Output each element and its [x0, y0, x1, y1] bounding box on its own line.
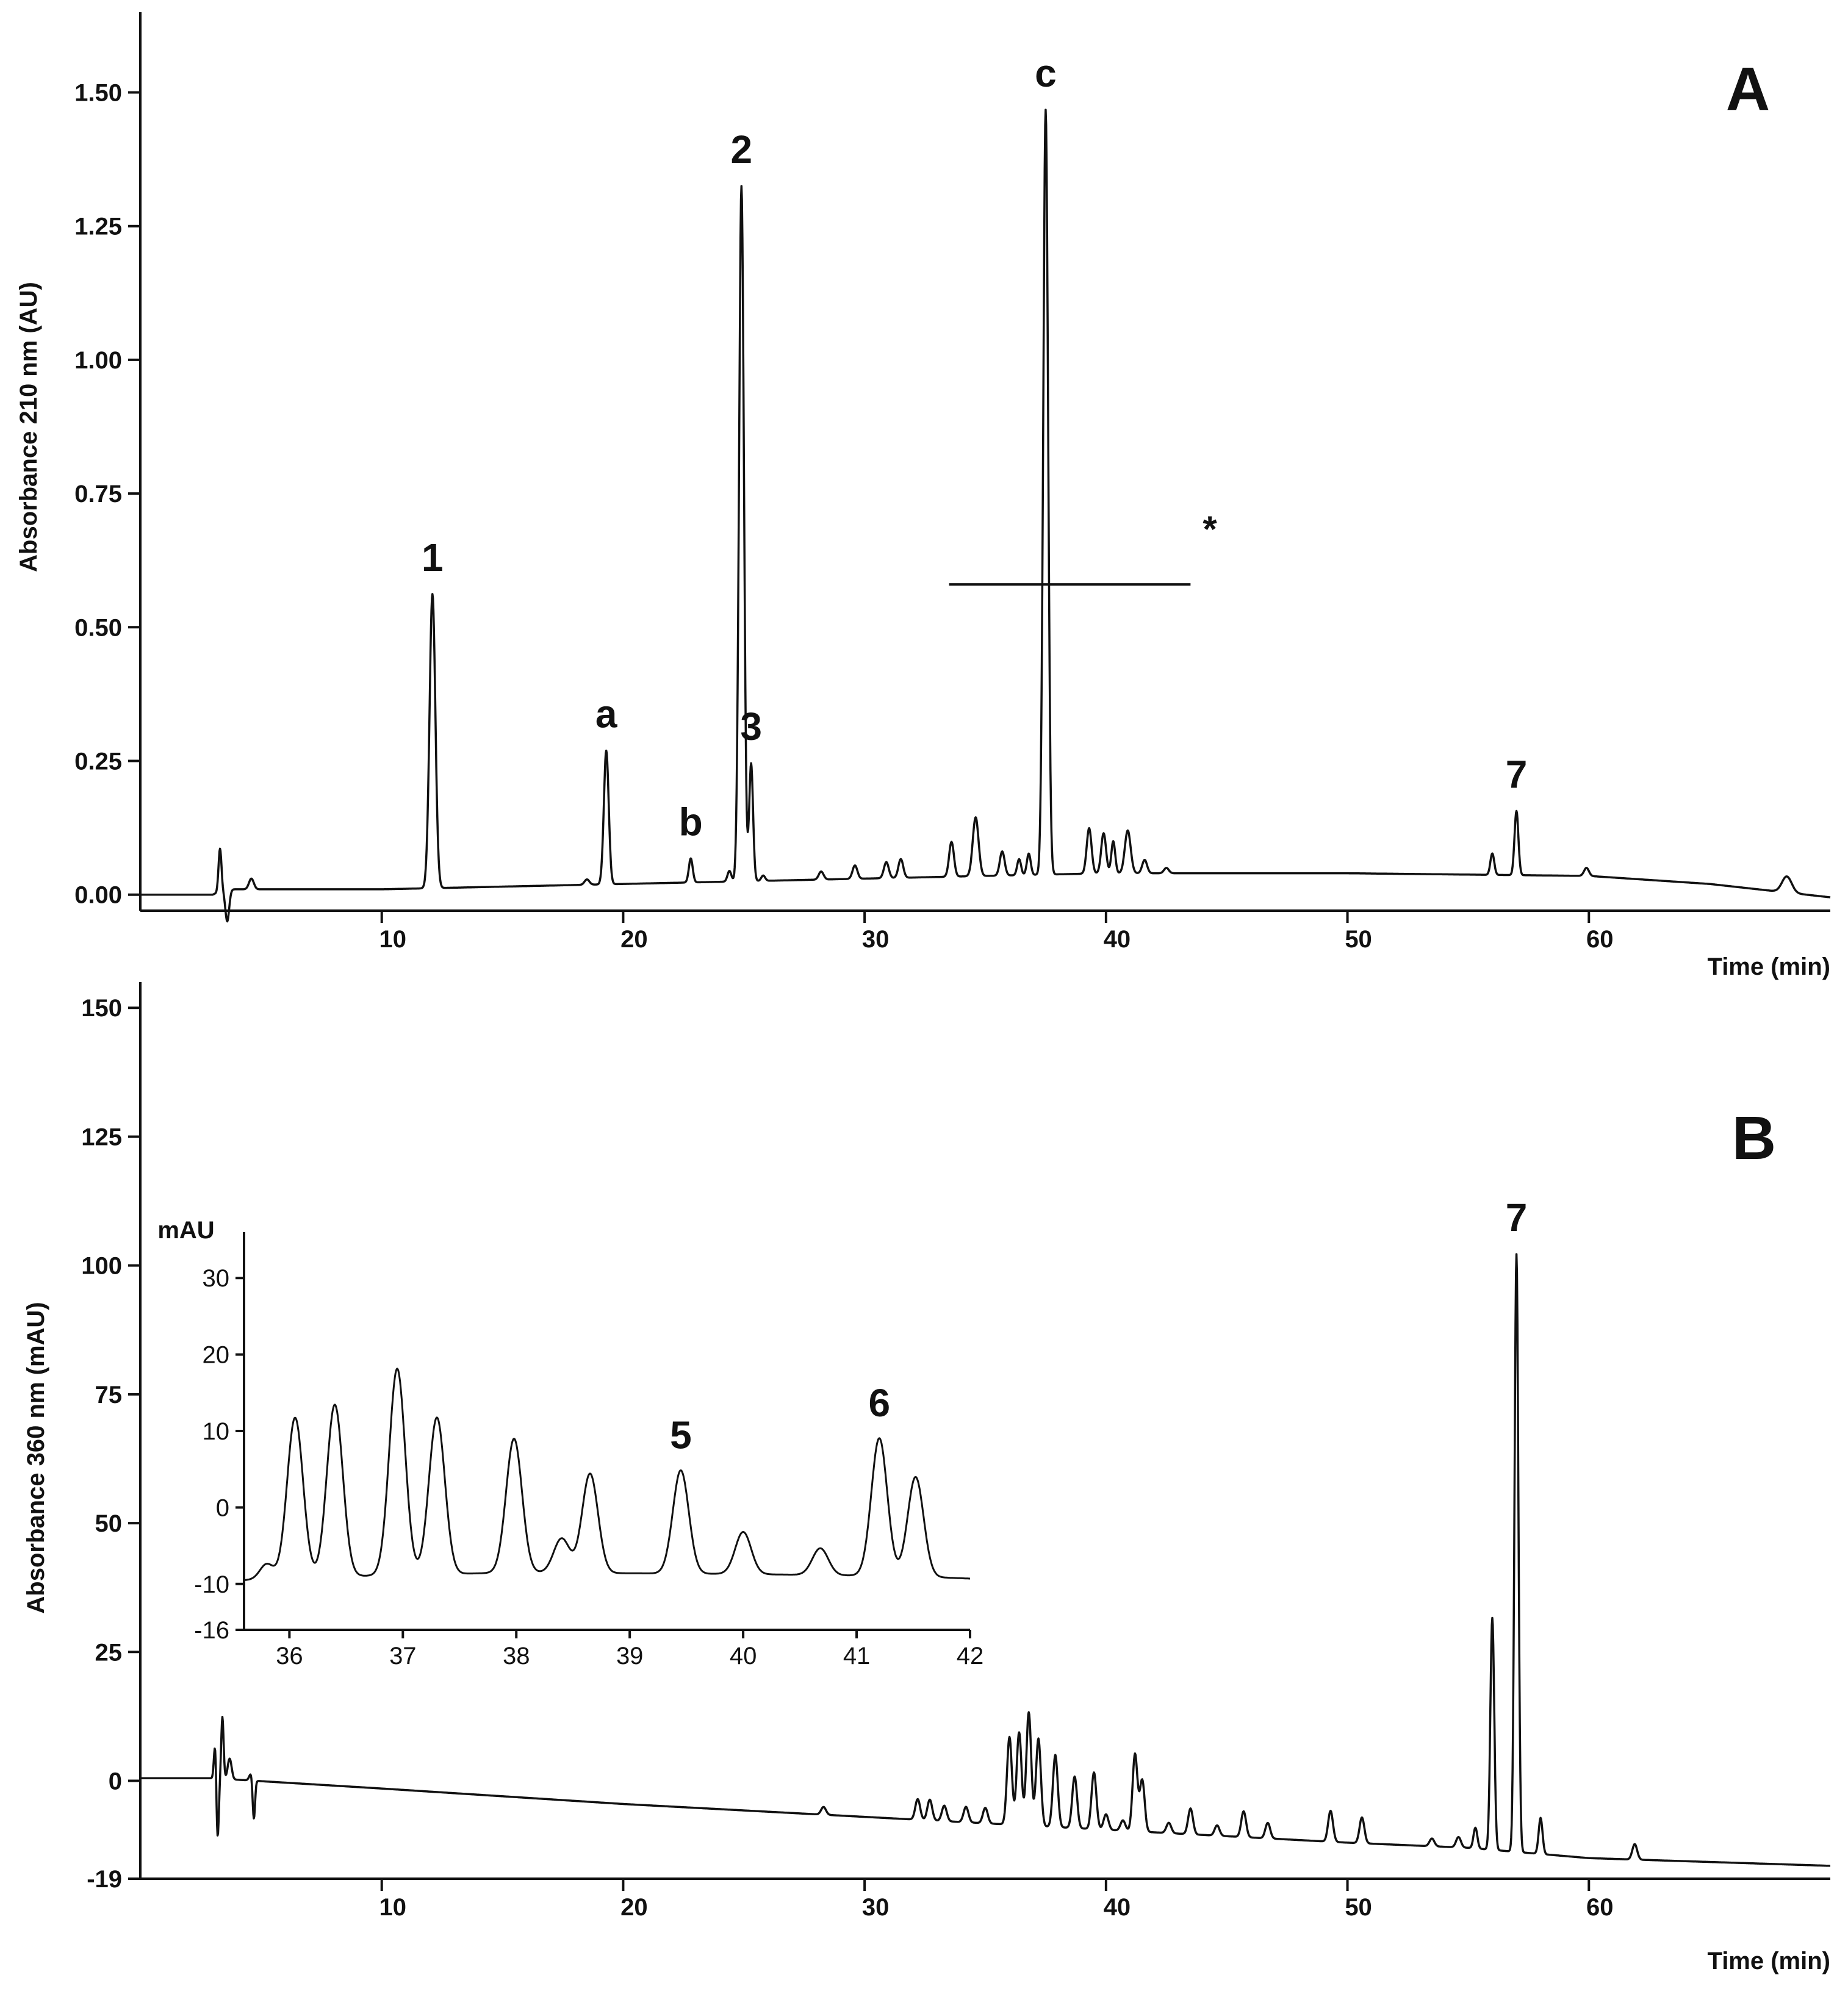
panel-a-x-tick-label: 50 [1345, 926, 1372, 953]
panel-a-peak-label-3: 3 [740, 705, 762, 748]
inset-y-axis-title: mAU [157, 1217, 214, 1244]
inset-peak-label-5: 5 [670, 1413, 692, 1457]
inset-x-tick-label: 39 [616, 1643, 644, 1669]
inset-peak-label-6: 6 [868, 1381, 890, 1425]
panel-a-x-axis-title: Time (min) [1707, 953, 1830, 980]
panel-a-axes: 0.00 0.25 0.50 0.75 1.00 1.25 1.50 10 20 30 40 50 60 [74, 12, 1830, 953]
panel-b-x-tick-label: 40 [1104, 1894, 1131, 1921]
panel-a-peak-label-a: a [595, 692, 617, 736]
panel-a-peak-label-7: 7 [1506, 752, 1528, 796]
panel-a-y-tick-label: 0.75 [74, 481, 122, 507]
panel-b-x-tick-label: 60 [1586, 1894, 1614, 1921]
panel-b-y-tick-label: 50 [95, 1510, 123, 1537]
panel-b-letter: B [1732, 1104, 1776, 1172]
panel-a-peak-label-b: b [679, 800, 703, 844]
inset-y-tick-label: 30 [203, 1265, 230, 1292]
panel-a-y-tick-label: 1.50 [74, 80, 122, 107]
panel-b-x-axis-title: Time (min) [1707, 1948, 1830, 1974]
panel-a-peak-label-1: 1 [422, 536, 444, 579]
panel-a-x-tick-label: 60 [1586, 926, 1614, 953]
panel-b-y-tick-label: 25 [95, 1639, 123, 1666]
panel-b-x-tick-label: 20 [620, 1894, 648, 1921]
panel-b-annotations: 7 [1506, 1196, 1528, 1239]
panel-b-x-tick-label: 30 [862, 1894, 890, 1921]
panel-a-asterisk: * [1203, 509, 1217, 550]
panel-a-y-tick-label: 0.25 [74, 748, 122, 775]
panel-a-letter: A [1726, 55, 1770, 123]
inset-x-tick-label: 42 [957, 1643, 984, 1669]
panel-a-y-tick-label: 1.25 [74, 213, 122, 240]
panel-b-y-tick-label: 0 [109, 1768, 122, 1795]
inset-y-tick-label: -10 [194, 1571, 229, 1598]
inset-y-tick-label: 10 [203, 1418, 230, 1445]
panel-b-y-tick-label: -19 [87, 1866, 122, 1893]
panel-a-y-axis-title: Absorbance 210 nm (AU) [15, 282, 42, 572]
panel-a-chart: 0.00 0.25 0.50 0.75 1.00 1.25 1.50 10 20 30 40 50 60… [15, 12, 1831, 980]
inset-x-tick-label: 37 [389, 1643, 417, 1669]
inset-x-tick-label: 38 [503, 1643, 530, 1669]
panel-a-peak-label-c: c [1035, 51, 1057, 95]
panel-b-y-tick-label: 100 [81, 1253, 122, 1280]
panel-b-y-tick-label: 125 [81, 1124, 122, 1150]
panel-b-trace [140, 1253, 1831, 1867]
inset-annotations: 56 [670, 1381, 890, 1457]
panel-b-y-tick-label: 150 [81, 995, 122, 1022]
inset-x-tick-label: 36 [276, 1643, 303, 1669]
panel-a-y-tick-label: 0.00 [74, 882, 122, 909]
panel-a-peak-label-2: 2 [731, 127, 753, 171]
panel-a-x-tick-label: 10 [379, 926, 406, 953]
inset-y-tick-label: 0 [216, 1494, 229, 1521]
panel-a-x-tick-label: 40 [1104, 926, 1131, 953]
inset-x-tick-label: 40 [730, 1643, 757, 1669]
inset-axes: -16 -10 0 10 20 30 36 37 38 39 40 41 42 [194, 1232, 983, 1669]
inset-y-tick-label: 20 [203, 1342, 230, 1369]
panel-b-x-tick-label: 50 [1345, 1894, 1372, 1921]
panel-a-y-tick-label: 0.50 [74, 614, 122, 641]
panel-a-x-tick-label: 30 [862, 926, 890, 953]
panel-b-y-tick-label: 75 [95, 1382, 123, 1408]
inset-x-tick-label: 41 [843, 1643, 871, 1669]
panel-a-trace [140, 109, 1831, 923]
panel-b-y-axis-title: Absorbance 360 nm (mAU) [23, 1302, 49, 1613]
panel-b-x-tick-label: 10 [379, 1894, 406, 1921]
panel-a-y-tick-label: 1.00 [74, 347, 122, 374]
inset-trace [243, 1368, 971, 1581]
panel-a-annotations: 1 a b 2 3 c 7 * [422, 51, 1527, 844]
panel-a-x-tick-label: 20 [620, 926, 648, 953]
inset-y-tick-label: -16 [194, 1617, 229, 1644]
panel-b-peak-label-7: 7 [1506, 1196, 1528, 1239]
